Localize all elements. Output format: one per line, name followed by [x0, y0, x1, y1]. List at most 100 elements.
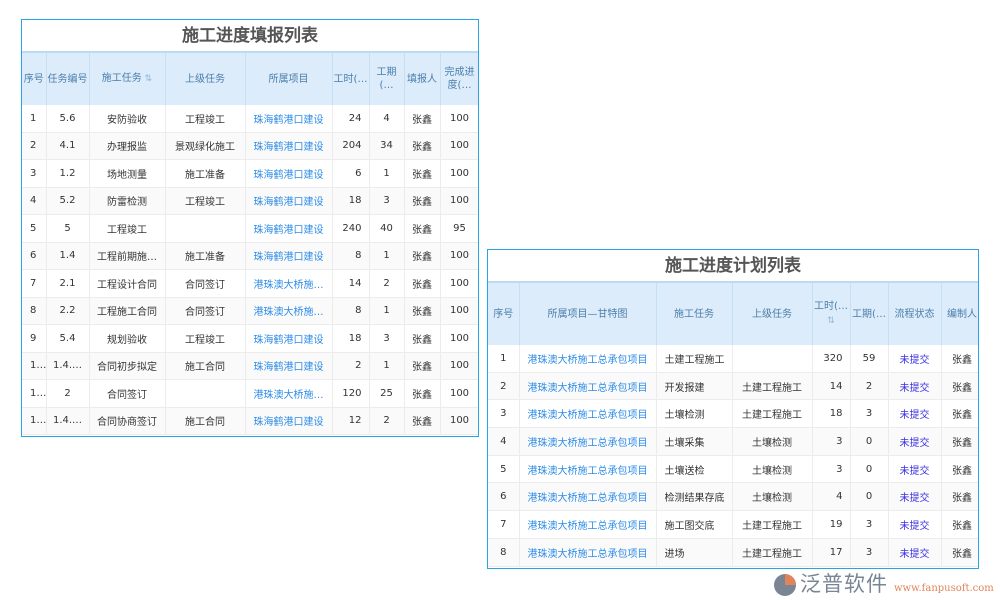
- table-row[interactable]: 4 5.2 防雷检测 工程竣工 珠海鹤港口建设 18 3 张鑫 100: [22, 187, 478, 215]
- table-row[interactable]: 6 港珠澳大桥施工总承包项目 检测结果存底 土壤检测 4 0 未提交 张鑫: [488, 482, 978, 512]
- table-cell: 张鑫: [404, 324, 441, 353]
- table-row[interactable]: 7 2.1 工程设计合同 合同签订 港珠澳大桥施… 14 2 张鑫 100: [22, 269, 478, 298]
- column-header[interactable]: 所属项目: [245, 53, 333, 105]
- column-header[interactable]: 任务编号: [46, 53, 90, 105]
- column-header[interactable]: 序号: [488, 283, 520, 345]
- sort-icon[interactable]: ⇅: [827, 316, 835, 326]
- table-cell: 张鑫: [404, 159, 441, 188]
- project-link[interactable]: 珠海鹤港口建设: [245, 105, 333, 133]
- project-link[interactable]: 珠海鹤港口建设: [245, 407, 333, 435]
- table-cell: 2: [369, 407, 405, 435]
- project-link[interactable]: 珠海鹤港口建设: [245, 352, 333, 380]
- table-row[interactable]: 4 港珠澳大桥施工总承包项目 土壤采集 土壤检测 3 0 未提交 张鑫: [488, 427, 978, 456]
- table-cell: 4: [488, 427, 520, 456]
- table-cell: 施工图交底: [656, 510, 733, 539]
- table-row[interactable]: 11 2 合同签订 港珠澳大桥施… 120 25 张鑫 100: [22, 379, 478, 408]
- table-cell: 12: [332, 407, 370, 435]
- project-link[interactable]: 港珠澳大桥施工总承包项目: [519, 482, 657, 512]
- table-row[interactable]: 8 港珠澳大桥施工总承包项目 进场 土建工程施工 17 3 未提交 张鑫: [488, 538, 978, 567]
- column-header-label: 工期(…: [376, 67, 397, 91]
- table-row[interactable]: 3 港珠澳大桥施工总承包项目 土壤检测 土建工程施工 18 3 未提交 张鑫: [488, 399, 978, 429]
- table-cell: 工程竣工: [165, 105, 246, 133]
- table-row[interactable]: 10 1.4.… 合同初步拟定 施工合同 珠海鹤港口建设 2 1 张鑫 100: [22, 352, 478, 380]
- project-link[interactable]: 港珠澳大桥施工总承包项目: [519, 427, 657, 456]
- table-row[interactable]: 2 4.1 办理报监 景观绿化施工 珠海鹤港口建设 204 34 张鑫 100: [22, 132, 478, 160]
- column-header[interactable]: 上级任务: [165, 53, 246, 105]
- column-header[interactable]: 施工任务 ⇅: [89, 53, 166, 105]
- column-header[interactable]: 工期(…: [850, 283, 889, 345]
- table-cell: 规划验收: [89, 324, 166, 353]
- table-row[interactable]: 7 港珠澳大桥施工总承包项目 施工图交底 土建工程施工 19 3 未提交 张鑫: [488, 510, 978, 539]
- table-cell: 场地测量: [89, 159, 166, 188]
- table-cell: 施工合同: [165, 352, 246, 380]
- status-link[interactable]: 未提交: [888, 538, 942, 567]
- project-link[interactable]: 港珠澳大桥施…: [245, 297, 333, 325]
- project-link[interactable]: 港珠澳大桥施…: [245, 269, 333, 298]
- sort-icon[interactable]: ⇅: [141, 74, 153, 84]
- column-header-label: 上级任务: [752, 308, 792, 320]
- table-cell: 100: [440, 352, 478, 380]
- table-cell: 土壤检测: [732, 482, 813, 512]
- status-link[interactable]: 未提交: [888, 427, 942, 456]
- status-link[interactable]: 未提交: [888, 372, 942, 401]
- project-link[interactable]: 珠海鹤港口建设: [245, 159, 333, 188]
- status-link[interactable]: 未提交: [888, 455, 942, 484]
- project-link[interactable]: 港珠澳大桥施工总承包项目: [519, 345, 657, 373]
- column-header[interactable]: 流程状态: [888, 283, 942, 345]
- project-link[interactable]: 港珠澳大桥施工总承包项目: [519, 455, 657, 484]
- project-link[interactable]: 珠海鹤港口建设: [245, 132, 333, 160]
- table-row[interactable]: 8 2.2 工程施工合同 合同签订 港珠澳大桥施… 8 1 张鑫 100: [22, 297, 478, 325]
- table-row[interactable]: 2 港珠澳大桥施工总承包项目 开发报建 土建工程施工 14 2 未提交 张鑫: [488, 372, 978, 401]
- column-header-label: 施工任务: [674, 308, 714, 320]
- table-cell: 5: [22, 214, 47, 243]
- table-cell: 土建工程施工: [732, 510, 813, 539]
- column-header[interactable]: 所属项目—甘特图: [519, 283, 657, 345]
- project-link[interactable]: 港珠澳大桥施工总承包项目: [519, 399, 657, 429]
- project-link[interactable]: 港珠澳大桥施工总承包项目: [519, 510, 657, 539]
- table-row[interactable]: 1 5.6 安防验收 工程竣工 珠海鹤港口建设 24 4 张鑫 100: [22, 105, 478, 133]
- table-cell: 100: [440, 132, 478, 160]
- column-header[interactable]: 工时(… ⇅: [812, 283, 851, 345]
- table-cell: 景观绿化施工: [165, 132, 246, 160]
- column-header[interactable]: 工时(…: [332, 53, 370, 105]
- table-cell: 100: [440, 242, 478, 270]
- table-cell: 3: [369, 187, 405, 215]
- status-link[interactable]: 未提交: [888, 399, 942, 429]
- status-link[interactable]: 未提交: [888, 482, 942, 512]
- table-row[interactable]: 6 1.4 工程前期施… 施工准备 珠海鹤港口建设 8 1 张鑫 100: [22, 242, 478, 270]
- column-header[interactable]: 工期(…: [369, 53, 405, 105]
- table-cell: 张鑫: [941, 372, 978, 401]
- table-cell: 工程竣工: [165, 187, 246, 215]
- table-row[interactable]: 5 港珠澳大桥施工总承包项目 土壤送检 土壤检测 3 0 未提交 张鑫: [488, 455, 978, 484]
- column-header[interactable]: 填报人: [404, 53, 441, 105]
- table-cell: 18: [332, 324, 370, 353]
- project-link[interactable]: 港珠澳大桥施工总承包项目: [519, 372, 657, 401]
- table-cell: 张鑫: [941, 427, 978, 456]
- column-header[interactable]: 序号: [22, 53, 47, 105]
- column-header[interactable]: 编制人: [941, 283, 978, 345]
- project-link[interactable]: 港珠澳大桥施工总承包项目: [519, 538, 657, 567]
- column-header[interactable]: 完成进度(…: [440, 53, 478, 105]
- status-link[interactable]: 未提交: [888, 510, 942, 539]
- column-header[interactable]: 上级任务: [732, 283, 813, 345]
- table-cell: 14: [812, 372, 851, 401]
- table-row[interactable]: 3 1.2 场地测量 施工准备 珠海鹤港口建设 6 1 张鑫 100: [22, 159, 478, 188]
- table-row[interactable]: 1 港珠澳大桥施工总承包项目 土建工程施工 320 59 未提交 张鑫: [488, 345, 978, 373]
- table-cell: 工程施工合同: [89, 297, 166, 325]
- table-cell: 7: [22, 269, 47, 298]
- project-link[interactable]: 珠海鹤港口建设: [245, 242, 333, 270]
- table-cell: 2.2: [46, 297, 90, 325]
- project-link[interactable]: 珠海鹤港口建设: [245, 214, 333, 243]
- progress-plan-table: 序号 所属项目—甘特图 施工任务 上级任务 工时(… ⇅ 工期(… 流程状态 编制人 1 港珠澳大…: [488, 283, 978, 567]
- column-header[interactable]: 施工任务: [656, 283, 733, 345]
- project-link[interactable]: 港珠澳大桥施…: [245, 379, 333, 408]
- progress-report-panel: 施工进度填报列表 序号 任务编号 施工任务 ⇅ 上级任务 所属项目 工时(… 工期(… 填报人…: [21, 19, 479, 437]
- project-link[interactable]: 珠海鹤港口建设: [245, 187, 333, 215]
- project-link[interactable]: 珠海鹤港口建设: [245, 324, 333, 353]
- table-row[interactable]: 9 5.4 规划验收 工程竣工 珠海鹤港口建设 18 3 张鑫 100: [22, 324, 478, 353]
- table-cell: 0: [850, 455, 889, 484]
- table-row[interactable]: 5 5 工程竣工 珠海鹤港口建设 240 40 张鑫 95: [22, 214, 478, 243]
- table-row[interactable]: 12 1.4.… 合同协商签订 施工合同 珠海鹤港口建设 12 2 张鑫 100: [22, 407, 478, 435]
- status-link[interactable]: 未提交: [888, 345, 942, 373]
- table-cell: 合同签订: [89, 379, 166, 408]
